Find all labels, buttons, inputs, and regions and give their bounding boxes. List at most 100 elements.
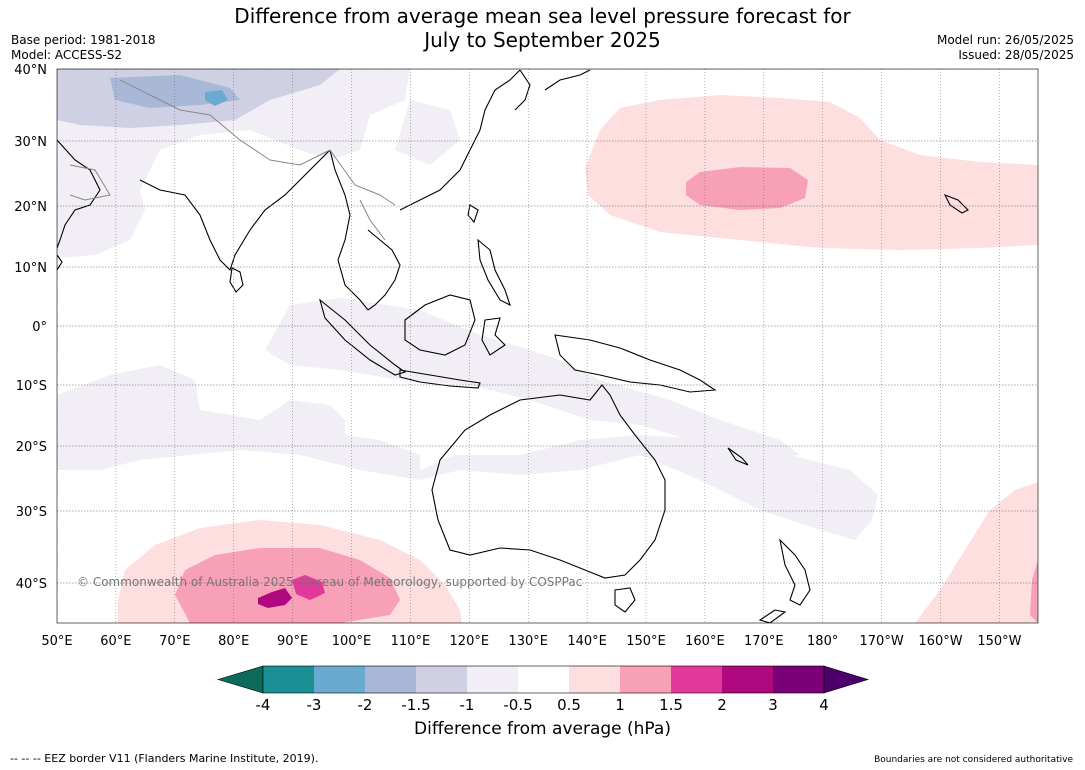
meta-left: Base period: 1981-2018 Model: ACCESS-S2 [11,33,156,63]
coast-taiwan [467,204,479,224]
lat-label: 20°N [14,200,47,215]
lon-label: 150°E [626,634,666,649]
lon-label: 140°E [567,634,607,649]
colorbar-swatch [416,666,467,693]
anomaly-region-pos-south-pacific [915,482,1038,623]
country-borders [69,79,396,241]
lon-label: 170°W [860,634,904,649]
latitude-labels: 40°N 30°N 20°N 10°N 0° 10°S 20°S 30°S 40°S [14,63,47,592]
anomaly-region-neg-asia-2 [395,100,460,165]
colorbar-swatch [467,666,518,693]
colorbar-swatch [722,666,773,693]
coast-indochina [367,229,401,311]
colorbar-swatch [314,666,365,693]
coast-korea-japan [514,69,591,111]
colorbar-tick-label: 2 [717,696,727,714]
coast-new-guinea [554,334,717,393]
coast-new-caledonia [727,447,749,466]
coast-india [139,149,331,272]
colorbar-over-arrow [823,665,870,694]
colorbar-swatch [569,666,620,693]
map-title: Difference from average mean sea level p… [0,4,1085,52]
issued-date: Issued: 28/05/2025 [958,48,1074,62]
lat-label: 0° [32,320,47,335]
anomaly-region-pos-north-pacific [585,95,1038,250]
lat-label: 40°N [14,63,47,78]
coast-arabia-africa [57,139,101,249]
anomaly-region-pos-north-pacific-core [686,167,808,210]
colorbar-tick-label: 4 [819,696,829,714]
lat-label: 30°N [14,135,47,150]
colorbar: -4 -3 -2 -1.5 -1 -0.5 0.5 1 1.5 2 3 4 [216,665,870,714]
colorbar-tick-label: 1.5 [659,696,683,714]
anomaly-region-pos-southern-ocean-core [292,575,325,600]
border-asia-3 [359,199,386,241]
copyright-notice: © Commonwealth of Australia 2025, Bureau… [77,575,582,589]
title-line-2: July to September 2025 [424,28,661,52]
colorbar-swatch [518,666,569,693]
coast-philippines [477,238,511,307]
colorbar-tick-label: -2 [358,696,373,714]
border-asia-2 [329,149,396,206]
lon-label: 120°E [450,634,490,649]
longitude-labels: 50°E 60°E 70°E 80°E 90°E 100°E 110°E 120°E 130°E… [41,634,1021,649]
colorbar-tick-label: -1.5 [401,696,430,714]
title-line-1: Difference from average mean sea level p… [234,4,851,28]
anomaly-region-neg-equatorial [265,298,800,460]
lat-label: 40°S [16,577,47,592]
colorbar-swatch [263,666,314,693]
coast-sulawesi [481,317,506,356]
lon-label: 160°W [918,634,962,649]
coast-new-zealand [758,538,811,623]
colorbar-tick-label: 0.5 [557,696,581,714]
graticule [57,69,1038,584]
lon-label: 180° [807,634,838,649]
lon-label: 110°E [391,634,431,649]
anomaly-region-neg-ocean [57,365,878,540]
colorbar-swatch [620,666,671,693]
anomaly-region-pos-southern-ocean-mid [175,548,400,623]
coast-java [399,369,481,389]
model-run: Model run: 26/05/2025 [936,33,1074,47]
map-frame [56,68,1039,624]
colorbar-under-arrow [216,665,264,694]
lon-label: 160°E [685,634,725,649]
lat-label: 20°S [16,440,47,455]
lon-label: 170°E [744,634,784,649]
colorbar-tick-label: -0.5 [503,696,532,714]
colorbar-tick-label: 3 [768,696,778,714]
coast-srilanka [229,267,244,293]
coast-australia [431,384,666,579]
border-asia-1 [119,79,331,166]
graticule-longitude [57,69,1000,623]
eez-legend-note: -- -- -- EEZ border V11 (Flanders Marine… [10,752,319,765]
lon-label: 100°E [332,634,372,649]
lon-label: 150°W [977,634,1021,649]
border-asia-4 [69,164,111,201]
colorbar-swatch [365,666,416,693]
lon-label: 50°E [41,634,72,649]
lon-label: 130°E [508,634,548,649]
lat-label: 10°S [16,379,47,394]
coast-bay-bengal-east [329,149,369,311]
coast-china [399,69,521,211]
lon-label: 70°E [159,634,190,649]
anomaly-region-pos-southern-ocean-core-2 [258,588,292,608]
colorbar-tick-label: -1 [460,696,475,714]
boundaries-disclaimer: Boundaries are not considered authoritat… [874,755,1073,765]
meta-right: Model run: 26/05/2025 Issued: 28/05/2025 [937,33,1074,63]
colorbar-tick-label: 1 [615,696,625,714]
coast-africa-horn [57,254,63,271]
colorbar-swatch [773,666,824,693]
coast-tasmania [614,587,636,613]
colorbar-label: Difference from average (hPa) [414,719,671,739]
colorbar-tick-label: -4 [256,696,271,714]
model-name: Model: ACCESS-S2 [11,48,123,62]
lat-label: 10°N [14,261,47,276]
coast-borneo [404,294,476,356]
lon-label: 60°E [100,634,131,649]
colorbar-swatch [671,666,722,693]
lat-label: 30°S [16,505,47,520]
coastlines [57,69,969,623]
